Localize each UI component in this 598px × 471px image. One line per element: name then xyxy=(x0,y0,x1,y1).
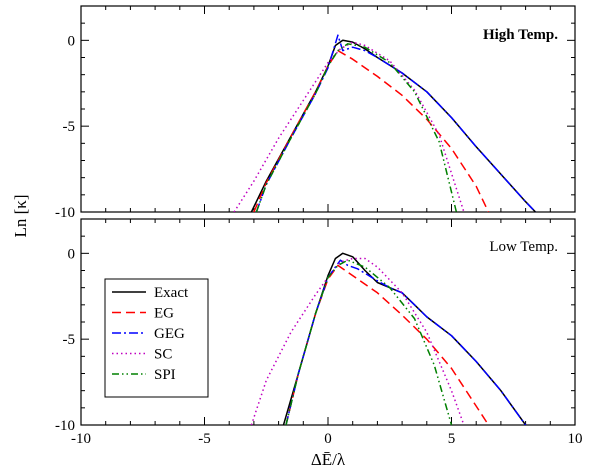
legend-label: GEG xyxy=(154,326,185,342)
panel-ticks xyxy=(80,5,576,213)
legend-label: SC xyxy=(154,347,172,363)
x-tick-label: 0 xyxy=(324,431,332,447)
y-tick-label: -10 xyxy=(55,418,75,434)
series-line-sc xyxy=(250,257,465,425)
panel-label: Low Temp. xyxy=(489,239,558,255)
panel-high-temp: High Temp. 0 -5 -10 xyxy=(55,5,576,221)
x-tick-label: 10 xyxy=(568,431,583,447)
series-line-eg xyxy=(285,264,490,425)
panel-series xyxy=(233,34,537,212)
series-line-geg xyxy=(285,259,527,425)
legend-label: Exact xyxy=(154,285,189,301)
panel-label: High Temp. xyxy=(483,27,558,43)
y-tick-label: 0 xyxy=(68,33,76,49)
y-tick-label: -5 xyxy=(63,119,76,135)
x-tick-label: -5 xyxy=(198,431,211,447)
y-tick-label: -10 xyxy=(55,205,75,221)
series-line-exact xyxy=(282,252,527,425)
legend: Exact EG GEG SC SPI xyxy=(104,278,209,398)
x-axis-title: ΔĒ/λ xyxy=(311,450,346,469)
panel-ticks xyxy=(80,218,576,426)
y-tick-label: 0 xyxy=(68,246,76,262)
y-tick-label: -5 xyxy=(63,332,76,348)
x-tick-label: -10 xyxy=(71,431,91,447)
series-line-sc xyxy=(233,41,465,212)
x-tick-labels: -10 -5 0 5 10 xyxy=(71,431,583,447)
panel-series xyxy=(250,252,527,425)
series-line-spi xyxy=(255,43,458,212)
legend-box xyxy=(104,278,209,398)
series-line-spi xyxy=(285,259,453,425)
y-axis-title: Ln [κ] xyxy=(11,194,30,237)
x-tick-label: 5 xyxy=(448,431,456,447)
series-line-eg xyxy=(253,49,490,212)
legend-label: EG xyxy=(154,306,174,322)
panel-low-temp: Low Temp. 0 -5 -10 xyxy=(55,218,576,434)
legend-label: SPI xyxy=(154,367,176,383)
